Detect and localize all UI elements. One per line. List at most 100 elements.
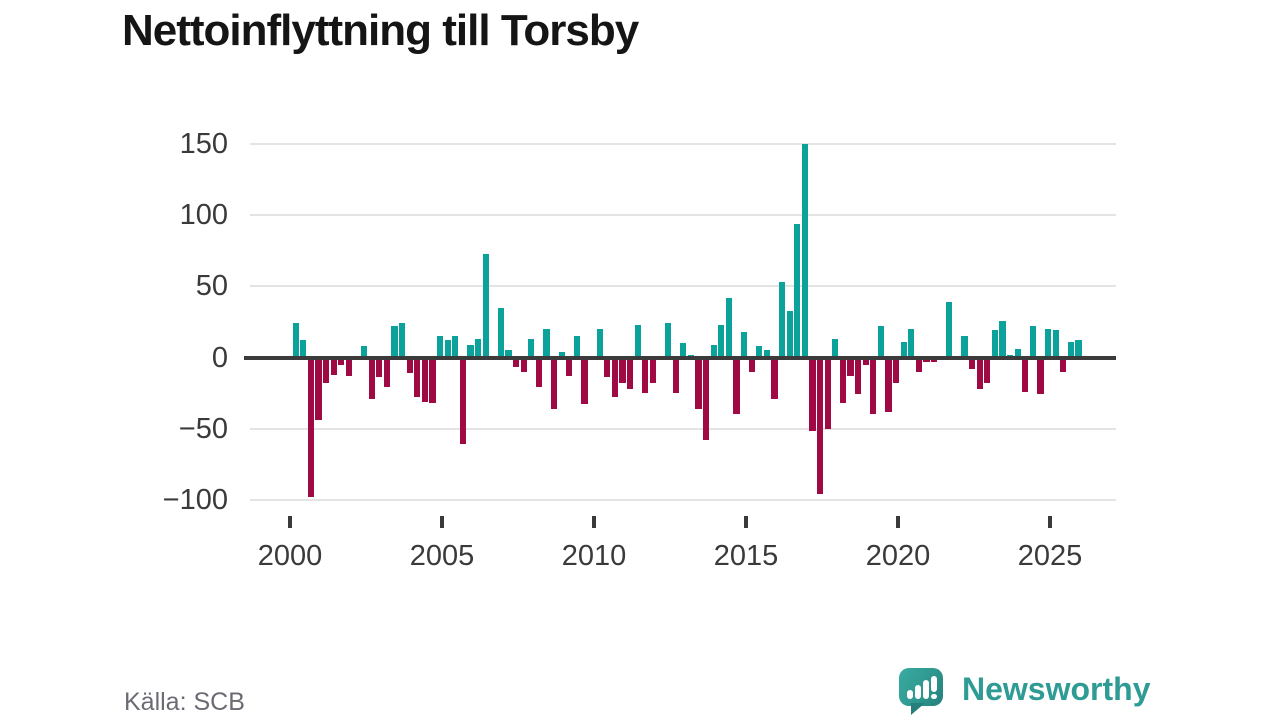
x-axis-tick <box>744 516 748 528</box>
bar <box>1052 330 1059 358</box>
exclamation-icon <box>931 675 937 699</box>
bar <box>664 323 672 358</box>
bar <box>862 357 869 365</box>
bar <box>497 307 505 358</box>
y-axis-label: 150 <box>179 128 228 161</box>
bar <box>558 351 565 358</box>
bar <box>930 357 938 362</box>
bar <box>839 357 847 403</box>
bar <box>604 357 611 378</box>
bar <box>733 357 740 415</box>
bar <box>1022 357 1029 392</box>
gridline-100 <box>250 214 1116 217</box>
bar <box>1075 340 1082 358</box>
bar <box>847 357 854 376</box>
bar <box>505 350 512 358</box>
x-axis-tick <box>288 516 292 528</box>
bar <box>702 357 710 440</box>
bar <box>908 329 915 358</box>
bar <box>984 357 991 384</box>
bar <box>892 357 900 384</box>
bar <box>535 357 543 388</box>
bar <box>573 336 581 358</box>
x-axis-label: 2020 <box>865 540 931 572</box>
bar <box>786 310 793 358</box>
bar <box>383 357 391 388</box>
bar <box>482 253 489 358</box>
x-axis-label: 2015 <box>713 540 779 572</box>
bar <box>923 357 930 362</box>
y-axis-label: −50 <box>178 412 228 445</box>
bar <box>763 350 771 358</box>
bar <box>999 320 1006 358</box>
x-axis-tick <box>896 516 900 528</box>
bar <box>391 326 398 358</box>
bar <box>809 357 816 432</box>
bar <box>877 326 885 358</box>
bar <box>740 331 748 358</box>
bar <box>794 223 801 358</box>
bar <box>300 340 307 358</box>
bar <box>915 357 923 372</box>
bar <box>611 357 619 398</box>
bar <box>330 357 337 375</box>
bar <box>444 340 451 358</box>
bar <box>854 357 862 395</box>
bar <box>528 339 535 358</box>
bar <box>338 357 345 365</box>
bar <box>315 357 322 421</box>
bar <box>672 357 679 394</box>
bar <box>961 336 968 358</box>
bar <box>292 323 299 358</box>
bar <box>1029 326 1037 358</box>
y-axis-label: 50 <box>195 270 228 303</box>
x-axis-tick <box>440 516 444 528</box>
bar <box>885 357 892 412</box>
x-axis-label: 2010 <box>561 540 627 572</box>
bar <box>968 357 976 369</box>
x-axis-label: 2025 <box>1017 540 1083 572</box>
x-axis-tick <box>1048 516 1052 528</box>
bar <box>596 329 603 358</box>
bar <box>976 357 983 389</box>
bar <box>695 357 702 409</box>
x-axis-label: 2000 <box>257 540 323 572</box>
bar <box>778 282 786 358</box>
bar <box>368 357 375 399</box>
bar <box>870 357 877 415</box>
bar <box>1014 348 1021 358</box>
bar <box>566 357 573 376</box>
bar <box>801 144 809 358</box>
bar <box>376 357 383 378</box>
bar <box>322 357 330 384</box>
y-axis-label: 0 <box>211 341 228 374</box>
bar <box>619 357 626 384</box>
bar <box>406 357 413 374</box>
bar <box>816 357 824 494</box>
bar <box>1037 357 1044 395</box>
bar <box>900 341 907 358</box>
y-axis-label: −100 <box>162 483 228 516</box>
bar <box>771 357 778 399</box>
bar <box>429 357 436 403</box>
bar <box>474 339 482 358</box>
gridline-50 <box>250 285 1116 288</box>
source-text: Källa: SCB <box>124 688 245 716</box>
bar <box>452 336 459 358</box>
bar <box>710 344 717 358</box>
gridline-150 <box>250 143 1116 146</box>
bar <box>680 343 687 358</box>
x-axis-label: 2005 <box>409 540 475 572</box>
zero-axis-line <box>244 355 1116 360</box>
page-title: Nettoinflyttning till Torsby <box>122 6 639 55</box>
bar <box>1067 341 1075 358</box>
bar <box>436 336 444 358</box>
logo-bubble-tail <box>911 703 925 715</box>
bar <box>626 357 634 389</box>
bar <box>581 357 588 405</box>
gridline--100 <box>250 498 1116 501</box>
x-axis-tick <box>592 516 596 528</box>
bar <box>512 357 520 368</box>
bar <box>1044 329 1052 358</box>
